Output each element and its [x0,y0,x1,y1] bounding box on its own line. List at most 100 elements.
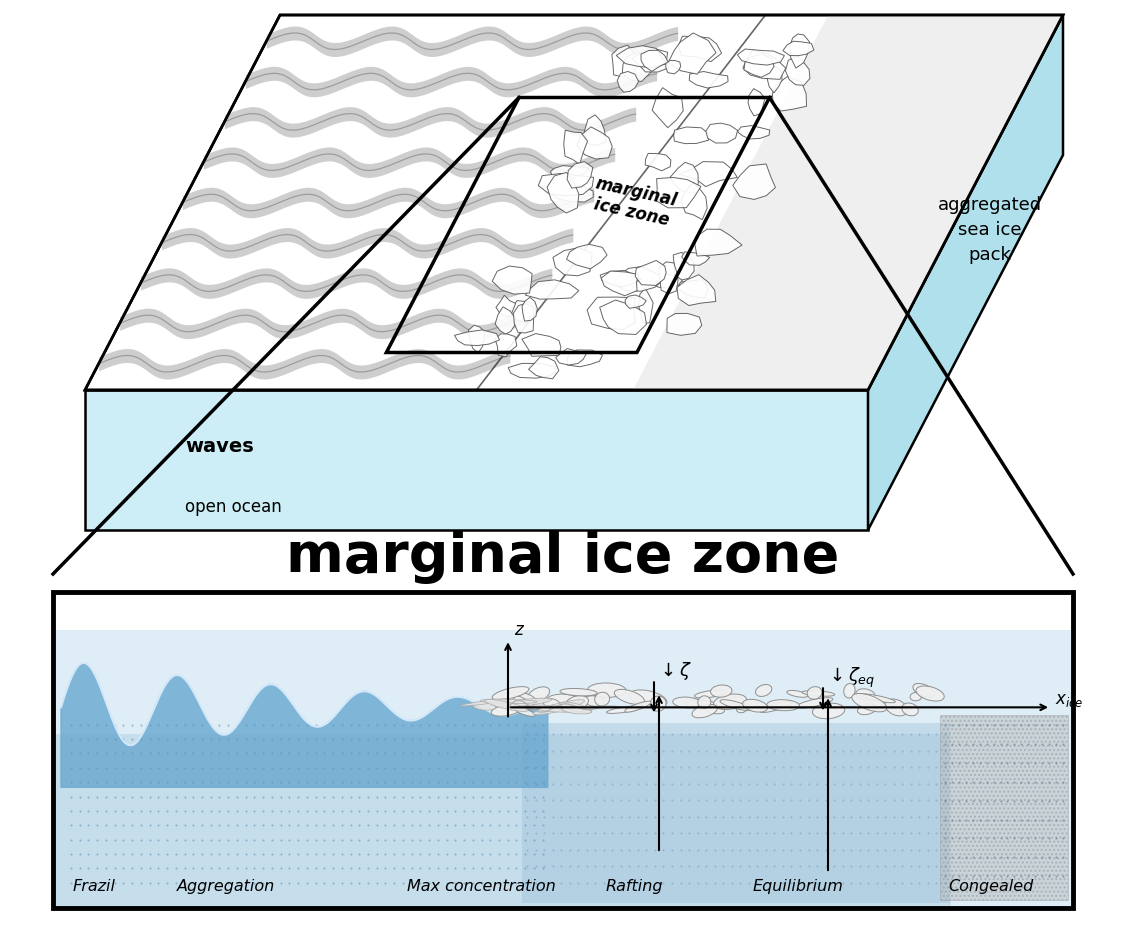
Ellipse shape [913,683,934,697]
Polygon shape [733,164,775,200]
Polygon shape [509,300,535,323]
Polygon shape [553,248,592,276]
Bar [53,592,1073,908]
Text: Aggregation: Aggregation [177,879,275,894]
Polygon shape [639,288,654,323]
Polygon shape [625,295,646,309]
Ellipse shape [560,689,597,696]
Polygon shape [631,48,668,72]
Polygon shape [653,87,683,127]
Ellipse shape [916,686,944,701]
Polygon shape [514,303,533,333]
Polygon shape [622,52,656,82]
Ellipse shape [595,693,610,706]
Ellipse shape [485,699,527,712]
Polygon shape [525,280,579,299]
Polygon shape [744,54,774,77]
Bar [940,715,1068,900]
Ellipse shape [525,700,548,708]
Polygon shape [743,50,786,80]
Polygon shape [495,307,515,334]
Polygon shape [655,178,701,208]
Text: Equilibrium: Equilibrium [752,879,843,894]
Ellipse shape [491,704,522,716]
Polygon shape [61,663,548,788]
Text: open ocean: open ocean [185,498,282,516]
Polygon shape [529,356,559,379]
Ellipse shape [518,699,553,710]
Ellipse shape [860,694,895,703]
Polygon shape [673,253,694,280]
Text: Congealed: Congealed [949,879,1035,894]
Polygon shape [495,333,517,356]
Polygon shape [772,77,807,111]
Ellipse shape [844,683,855,698]
Polygon shape [492,266,532,294]
Ellipse shape [858,704,877,714]
Text: $\downarrow\zeta_{eq}$: $\downarrow\zeta_{eq}$ [826,666,876,691]
Polygon shape [633,15,1063,390]
Text: Frazil: Frazil [72,879,115,894]
Ellipse shape [614,690,645,704]
Ellipse shape [813,703,845,719]
Polygon shape [737,49,784,66]
Polygon shape [567,350,603,367]
Ellipse shape [543,698,560,709]
Text: Max concentration: Max concentration [407,879,556,894]
Ellipse shape [767,700,799,711]
Ellipse shape [533,700,585,714]
Ellipse shape [584,695,604,706]
Text: $x_{ice}$: $x_{ice}$ [1055,692,1083,710]
Ellipse shape [787,691,808,697]
Polygon shape [868,15,1063,530]
Polygon shape [786,56,810,86]
Ellipse shape [492,687,529,700]
Polygon shape [547,172,579,213]
Polygon shape [556,349,586,365]
Text: z: z [514,621,523,639]
Ellipse shape [743,699,767,712]
Polygon shape [567,162,593,188]
Polygon shape [587,297,636,330]
Polygon shape [690,71,728,88]
Ellipse shape [713,694,746,710]
Ellipse shape [560,702,592,712]
Ellipse shape [807,687,822,699]
Polygon shape [454,330,499,346]
Polygon shape [550,165,589,177]
Polygon shape [564,130,587,164]
Polygon shape [783,41,814,56]
Polygon shape [522,297,538,321]
Polygon shape [748,88,765,116]
Ellipse shape [797,697,833,708]
Polygon shape [666,61,681,74]
Ellipse shape [852,694,887,712]
Polygon shape [678,36,721,62]
Polygon shape [677,275,716,306]
Text: marginal ice zone: marginal ice zone [286,530,840,584]
Polygon shape [85,390,868,530]
Polygon shape [695,229,742,256]
Ellipse shape [561,707,592,713]
Polygon shape [636,260,666,285]
Polygon shape [577,127,612,159]
Ellipse shape [855,689,875,700]
Ellipse shape [685,699,716,709]
Ellipse shape [802,691,835,696]
Ellipse shape [630,690,667,708]
Ellipse shape [650,696,666,712]
Text: $\downarrow\zeta$: $\downarrow\zeta$ [657,660,692,682]
Ellipse shape [720,700,751,711]
Polygon shape [508,364,556,378]
Polygon shape [659,262,678,294]
Ellipse shape [760,701,792,712]
Polygon shape [737,125,770,139]
Polygon shape [674,127,709,143]
Ellipse shape [502,698,552,707]
Ellipse shape [694,690,726,698]
Ellipse shape [532,705,566,709]
Ellipse shape [606,706,644,713]
Ellipse shape [502,694,531,707]
Ellipse shape [902,703,919,715]
Bar [53,630,1073,908]
